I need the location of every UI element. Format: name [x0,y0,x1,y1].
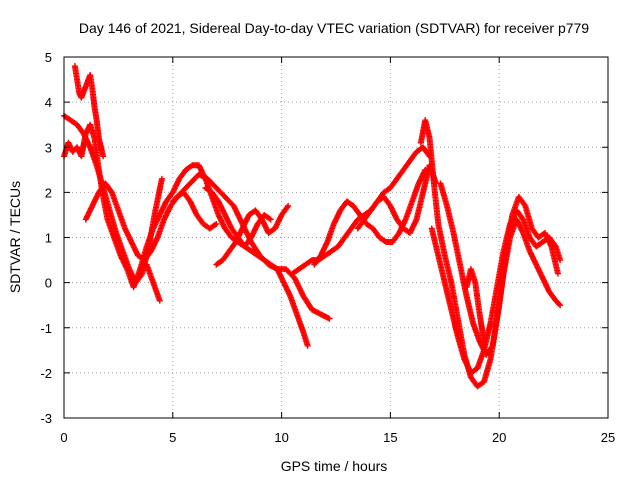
data-point [267,216,274,223]
data-point [156,297,163,304]
series-track-3 [71,63,107,160]
data-point [554,270,561,277]
x-tick-label: 0 [60,430,67,445]
x-tick-label: 25 [601,430,615,445]
y-tick-label: 3 [45,140,52,155]
series-track-11 [354,162,440,236]
axis-ticks: 0 5 10 15 20 25 -3 -2 -1 0 1 2 3 4 5 [40,50,615,445]
series-track-14 [437,180,561,358]
series-track-8 [202,184,274,250]
y-tick-label: 5 [45,50,52,65]
data-point [480,338,487,345]
data-point [488,344,495,351]
y-axis-label: SDTVAR / TECUs [7,181,23,293]
data-point [213,220,220,227]
data-point [556,301,563,308]
y-tick-label: -1 [40,321,52,336]
data-point [100,153,107,160]
x-axis-label: GPS time / hours [281,458,388,474]
y-tick-label: 1 [45,231,52,246]
y-tick-label: 0 [45,276,52,291]
x-tick-label: 20 [492,430,506,445]
data-point [158,175,165,182]
series-track-15 [463,266,487,345]
y-tick-label: -2 [40,366,52,381]
data-point [284,204,291,211]
data-point [326,315,333,322]
series-track-7 [213,202,292,268]
x-tick-label: 5 [169,430,176,445]
x-tick-label: 10 [274,430,288,445]
data-point [557,257,564,264]
data-point [285,202,292,209]
grid-lines [64,57,608,418]
chart-title: Day 146 of 2021, Sidereal Day-to-day VTE… [79,20,589,36]
data-points [61,63,564,390]
series-track-2 [61,121,163,304]
data-point [304,342,311,349]
y-tick-label: -3 [40,411,52,426]
data-point [557,302,564,309]
series-track-10 [311,166,429,268]
y-tick-label: 2 [45,185,52,200]
y-tick-label: 4 [45,95,52,110]
series-track-6 [169,171,333,322]
x-tick-label: 15 [383,430,397,445]
